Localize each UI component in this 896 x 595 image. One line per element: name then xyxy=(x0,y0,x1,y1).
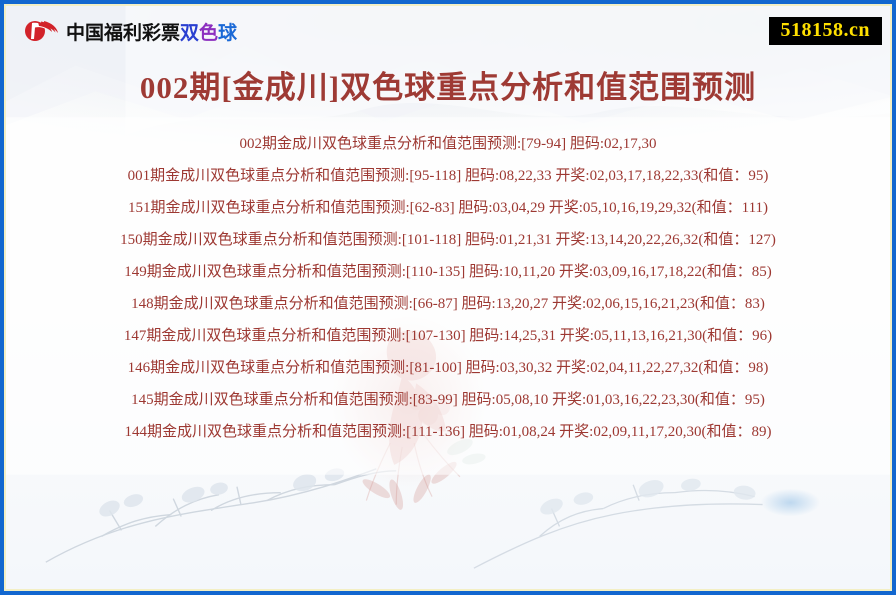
list-item[interactable]: 002期金成川双色球重点分析和值范围预测:[79-94] 胆码:02,17,30 xyxy=(239,136,657,152)
list-item[interactable]: 150期金成川双色球重点分析和值范围预测:[101-118] 胆码:01,21,… xyxy=(120,232,776,248)
brand-text-main: 中国福利彩票 xyxy=(66,21,181,44)
list-item[interactable]: 001期金成川双色球重点分析和值范围预测:[95-118] 胆码:08,22,3… xyxy=(127,168,769,184)
brand-text-accent-1: 双 xyxy=(180,21,200,44)
brand-text-accent-2: 色 xyxy=(199,21,219,44)
brand-text: 中国福利彩票双色球 xyxy=(66,18,237,45)
site-domain-tag[interactable]: 518158.cn xyxy=(768,17,882,45)
china-welfare-lottery-logo-icon xyxy=(25,21,58,41)
list-item[interactable]: 145期金成川双色球重点分析和值范围预测:[83-99] 胆码:05,08,10… xyxy=(131,392,765,408)
list-item[interactable]: 151期金成川双色球重点分析和值范围预测:[62-83] 胆码:03,04,29… xyxy=(127,200,769,216)
list-item[interactable]: 144期金成川双色球重点分析和值范围预测:[111-136] 胆码:01,08,… xyxy=(124,424,772,440)
page-title: 002期[金成川]双色球重点分析和值范围预测 xyxy=(139,70,757,105)
site-header: 中国福利彩票双色球 518158.cn xyxy=(6,6,890,56)
list-item[interactable]: 149期金成川双色球重点分析和值范围预测:[110-135] 胆码:10,11,… xyxy=(124,264,772,280)
list-item[interactable]: 146期金成川双色球重点分析和值范围预测:[81-100] 胆码:03,30,3… xyxy=(127,360,769,376)
page-inner-frame: 中国福利彩票双色球 518158.cn 002期[金成川]双色球重点分析和值范围… xyxy=(4,4,892,591)
brand-text-accent-3: 球 xyxy=(218,21,238,44)
prediction-list: 002期金成川双色球重点分析和值范围预测:[79-94] 胆码:02,17,30… xyxy=(6,128,890,448)
brand-block[interactable]: 中国福利彩票双色球 xyxy=(24,16,237,46)
list-item[interactable]: 148期金成川双色球重点分析和值范围预测:[66-87] 胆码:13,20,27… xyxy=(131,296,765,312)
list-item[interactable]: 147期金成川双色球重点分析和值范围预测:[107-130] 胆码:14,25,… xyxy=(123,328,773,344)
